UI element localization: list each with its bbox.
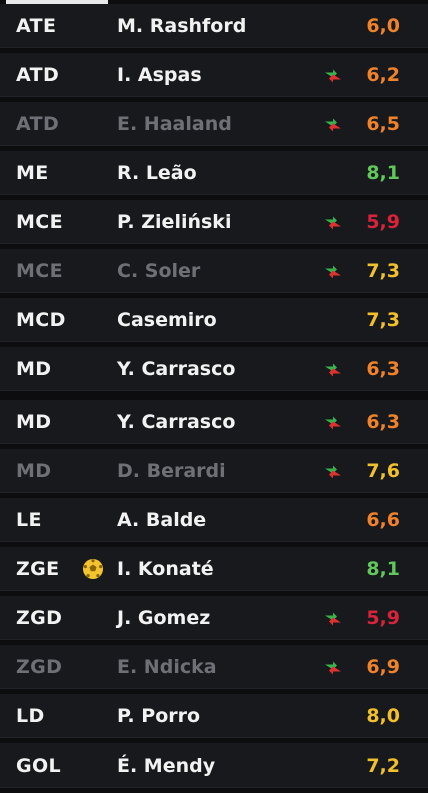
player-row[interactable]: ATD I. Aspas 6,2 xyxy=(0,53,428,97)
player-position: MCE xyxy=(16,260,64,282)
player-rating: 8,1 xyxy=(366,558,400,580)
substitution-icon xyxy=(325,660,341,675)
player-position: MD xyxy=(16,411,52,433)
player-row[interactable]: ZGE I. Konaté 8,1 xyxy=(0,547,428,591)
substitution-icon xyxy=(325,362,341,377)
player-row[interactable]: MD Y. Carrasco 6,3 xyxy=(0,400,428,444)
player-position: MD xyxy=(16,358,52,380)
player-rating: 5,9 xyxy=(366,607,400,629)
player-name: A. Balde xyxy=(117,509,207,531)
substitution-icon xyxy=(325,415,341,430)
player-row[interactable]: MD Y. Carrasco 6,3 xyxy=(0,347,428,391)
player-row[interactable]: LD P. Porro 8,0 xyxy=(0,694,428,738)
player-name: P. Zieliński xyxy=(117,211,232,233)
substitution-icon xyxy=(325,264,341,279)
player-name: Y. Carrasco xyxy=(117,411,236,433)
substitution-icon xyxy=(325,117,341,132)
player-position: MCD xyxy=(16,309,66,331)
player-row[interactable]: MCD Casemiro 7,3 xyxy=(0,298,428,342)
player-rating: 7,3 xyxy=(366,309,400,331)
player-position: ZGD xyxy=(16,656,63,678)
player-rating: 5,9 xyxy=(366,211,400,233)
player-row[interactable]: ZGD J. Gomez 5,9 xyxy=(0,596,428,640)
player-rating: 6,5 xyxy=(366,113,400,135)
player-name: É. Mendy xyxy=(117,754,216,777)
active-tab-indicator[interactable] xyxy=(6,0,108,4)
player-position: MCE xyxy=(16,211,64,233)
player-name: I. Aspas xyxy=(117,64,202,86)
player-name: P. Porro xyxy=(117,705,201,727)
player-row[interactable]: ZGD E. Ndicka 6,9 xyxy=(0,645,428,689)
player-rating: 7,6 xyxy=(366,460,400,482)
player-name: E. Haaland xyxy=(117,113,232,135)
player-row[interactable]: MD D. Berardi 7,6 xyxy=(0,449,428,493)
player-row[interactable]: MCE P. Zieliński 5,9 xyxy=(0,200,428,244)
player-rating: 7,3 xyxy=(366,260,400,282)
substitution-icon xyxy=(325,611,341,626)
lineup-list: ATE M. Rashford 6,0 ATD I. Aspas 6,2 ATD… xyxy=(0,4,428,788)
substitution-icon xyxy=(325,68,341,83)
player-position: ZGD xyxy=(16,607,63,629)
player-name: I. Konaté xyxy=(117,558,214,580)
player-rating: 8,1 xyxy=(366,162,400,184)
player-name: Y. Carrasco xyxy=(117,358,236,380)
player-rating: 6,3 xyxy=(366,358,400,380)
player-rating: 6,6 xyxy=(366,509,400,531)
player-rating: 6,3 xyxy=(366,411,400,433)
player-rating: 6,2 xyxy=(366,64,400,86)
player-rating: 8,0 xyxy=(366,705,400,727)
player-name: M. Rashford xyxy=(117,15,247,37)
player-name: R. Leão xyxy=(117,162,197,184)
player-name: D. Berardi xyxy=(117,460,226,482)
player-position: ATE xyxy=(16,15,57,37)
player-name: Casemiro xyxy=(117,309,217,331)
player-row[interactable]: MCE C. Soler 7,3 xyxy=(0,249,428,293)
player-position: LD xyxy=(16,705,45,727)
player-position: ATD xyxy=(16,64,60,86)
player-position: ATD xyxy=(16,113,60,135)
substitution-icon xyxy=(325,215,341,230)
player-rating: 7,2 xyxy=(366,754,400,777)
player-row[interactable]: GOL É. Mendy 7,2 xyxy=(0,743,428,788)
player-row[interactable]: ATE M. Rashford 6,0 xyxy=(0,4,428,48)
captain-ball-icon xyxy=(82,558,104,580)
player-position: MD xyxy=(16,460,52,482)
player-position: ZGE xyxy=(16,558,60,580)
substitution-icon xyxy=(325,464,341,479)
player-row[interactable]: ME R. Leão 8,1 xyxy=(0,151,428,195)
player-position: GOL xyxy=(16,754,62,777)
player-rating: 6,9 xyxy=(366,656,400,678)
player-name: E. Ndicka xyxy=(117,656,217,678)
player-position: ME xyxy=(16,162,49,184)
player-row[interactable]: ATD E. Haaland 6,5 xyxy=(0,102,428,146)
player-name: J. Gomez xyxy=(117,607,211,629)
player-name: C. Soler xyxy=(117,260,201,282)
player-row[interactable]: LE A. Balde 6,6 xyxy=(0,498,428,542)
player-position: LE xyxy=(16,509,42,531)
player-rating: 6,0 xyxy=(366,15,400,37)
